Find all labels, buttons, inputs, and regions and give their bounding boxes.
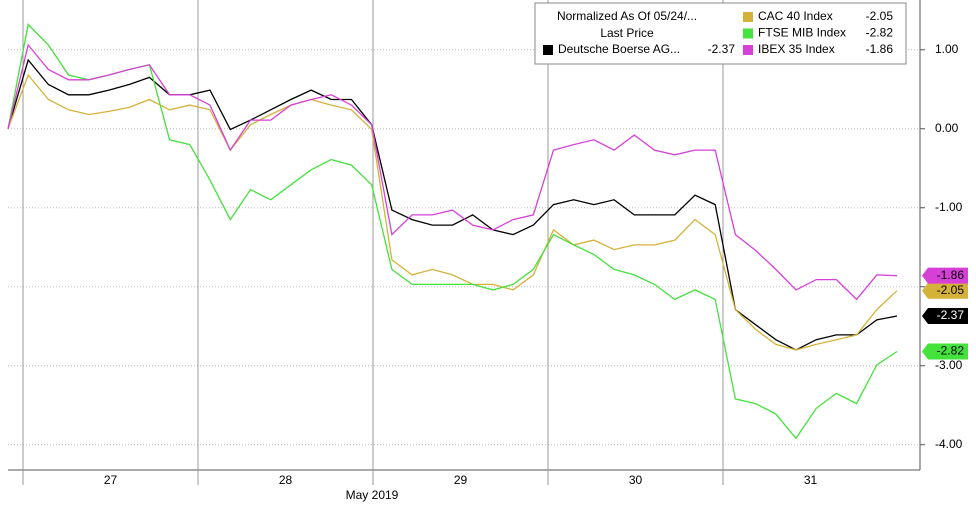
legend-title: Normalized As Of 05/24/... (557, 9, 697, 23)
end-tag (922, 307, 968, 324)
end-tag-label: -2.05 (937, 283, 965, 297)
end-tag-label: -2.37 (937, 308, 965, 322)
x-axis-label: May 2019 (346, 488, 399, 502)
x-tick-label: 31 (804, 473, 818, 487)
end-tag (922, 267, 968, 284)
legend-swatch (743, 28, 753, 39)
legend-swatch (743, 12, 753, 22)
y-tick-label: 0.00 (935, 121, 959, 135)
x-tick-label: 27 (104, 473, 118, 487)
legend-value: -2.05 (866, 9, 894, 23)
legend-swatch (743, 45, 753, 55)
series-line (7, 58, 898, 351)
series-line (7, 43, 898, 301)
legend-label: IBEX 35 Index (758, 42, 835, 56)
x-tick-label: 29 (454, 473, 468, 487)
legend-value: -1.86 (866, 42, 894, 56)
end-tag-label: -1.86 (937, 268, 965, 282)
y-tick-label: -4.00 (935, 437, 963, 451)
legend-label: Deutsche Boerse AG... (558, 42, 680, 56)
end-tag-label: -2.82 (937, 344, 965, 358)
legend-swatch (543, 45, 553, 55)
y-tick-label: -3.00 (935, 358, 963, 372)
legend-value: -2.82 (866, 26, 894, 40)
series-line (7, 73, 898, 351)
x-tick-label: 30 (629, 473, 643, 487)
y-tick-label: 1.00 (935, 42, 959, 56)
legend-subtitle: Last Price (600, 26, 654, 40)
end-tag (922, 343, 968, 360)
x-tick-label: 28 (279, 473, 293, 487)
y-tick-label: -1.00 (935, 200, 963, 214)
legend-label: FTSE MIB Index (758, 26, 846, 40)
end-tag (922, 282, 968, 299)
series-line (7, 23, 898, 440)
legend-value: -2.37 (708, 42, 736, 56)
legend-label: CAC 40 Index (758, 9, 833, 23)
legend-box (534, 2, 907, 65)
